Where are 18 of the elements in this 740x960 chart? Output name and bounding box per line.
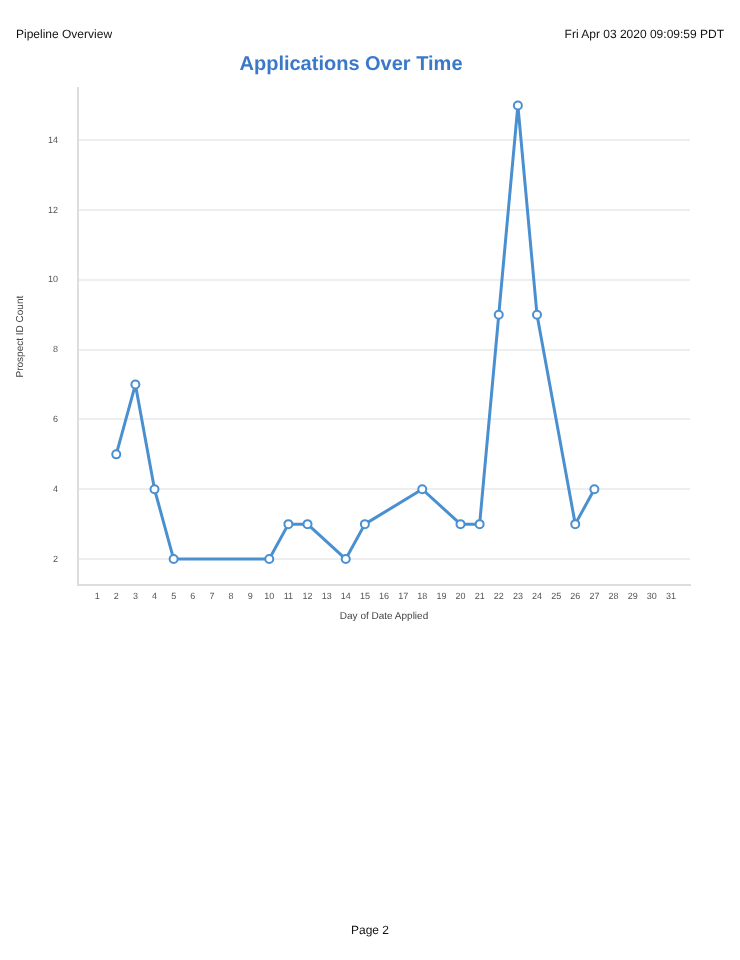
point — [130, 379, 141, 390]
point — [340, 554, 351, 565]
point — [168, 554, 179, 565]
point — [264, 554, 275, 565]
point — [512, 100, 523, 111]
point — [455, 519, 466, 530]
chart-title: Applications Over Time — [239, 53, 464, 76]
point — [283, 519, 294, 530]
point — [111, 449, 122, 460]
point — [589, 484, 600, 495]
point — [417, 484, 428, 495]
point — [359, 519, 370, 530]
point — [570, 519, 581, 530]
point — [474, 519, 485, 530]
point — [149, 484, 160, 495]
point — [302, 519, 313, 530]
point — [532, 309, 542, 320]
point — [493, 309, 504, 320]
